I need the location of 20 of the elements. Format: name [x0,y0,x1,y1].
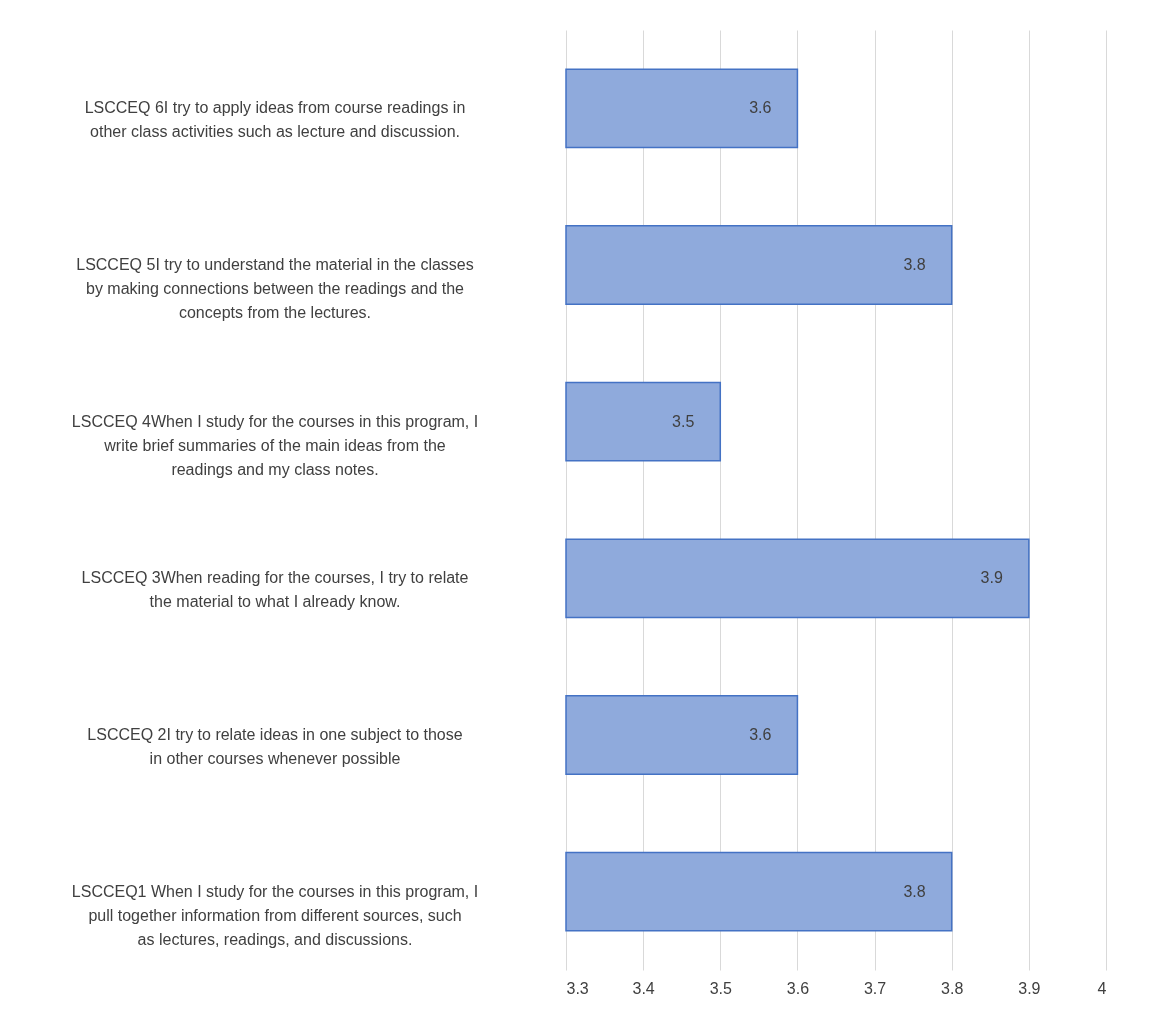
x-tick-label: 3.9 [1018,979,1041,997]
data-label: 3.6 [749,99,772,117]
y-tick-label: LSCCEQ 3When reading for the courses, I try to relate the material to what I already know. [81,569,469,611]
x-tick-label: 3.6 [786,979,810,997]
x-tick-label: 3.4 [632,979,655,997]
y-tick-label: LSCCEQ 4When I study for the courses in this program, I write brief summaries of the main ideas from the readings and my class notes. [71,412,479,478]
y-tick-label: LSCCEQ 5I try to understand the material in the classes by making connections between the readings and the concepts from the lectures. [76,256,474,321]
data-label: 3.8 [903,256,926,273]
x-tick-label: 3.8 [941,979,964,997]
x-tick-label: 4 [1097,979,1107,997]
data-label: 3.6 [749,726,772,743]
y-tick-label: LSCCEQ 2I try to relate ideas in one subject to those in other courses whenever possible [87,726,463,767]
x-tick-label: 3.3 [566,979,589,997]
data-label: 3.8 [903,882,926,900]
y-tick-label: LSCCEQ1 When I study for the courses in this program, I pull together information from different sources, such as lectures, readings, and discussions. [71,882,479,948]
data-label: 3.9 [980,569,1003,587]
data-label: 3.5 [672,412,695,430]
y-tick-label: LSCCEQ 6I try to apply ideas from course readings in other class activities such as lecture and discussion. [84,99,466,141]
x-tick-label: 3.5 [709,979,732,997]
x-tick-label: 3.7 [863,979,887,997]
